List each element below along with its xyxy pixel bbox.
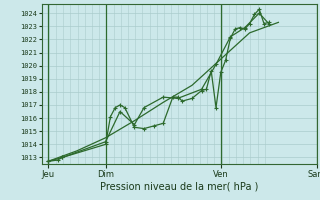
X-axis label: Pression niveau de la mer( hPa ): Pression niveau de la mer( hPa ) <box>100 181 258 191</box>
